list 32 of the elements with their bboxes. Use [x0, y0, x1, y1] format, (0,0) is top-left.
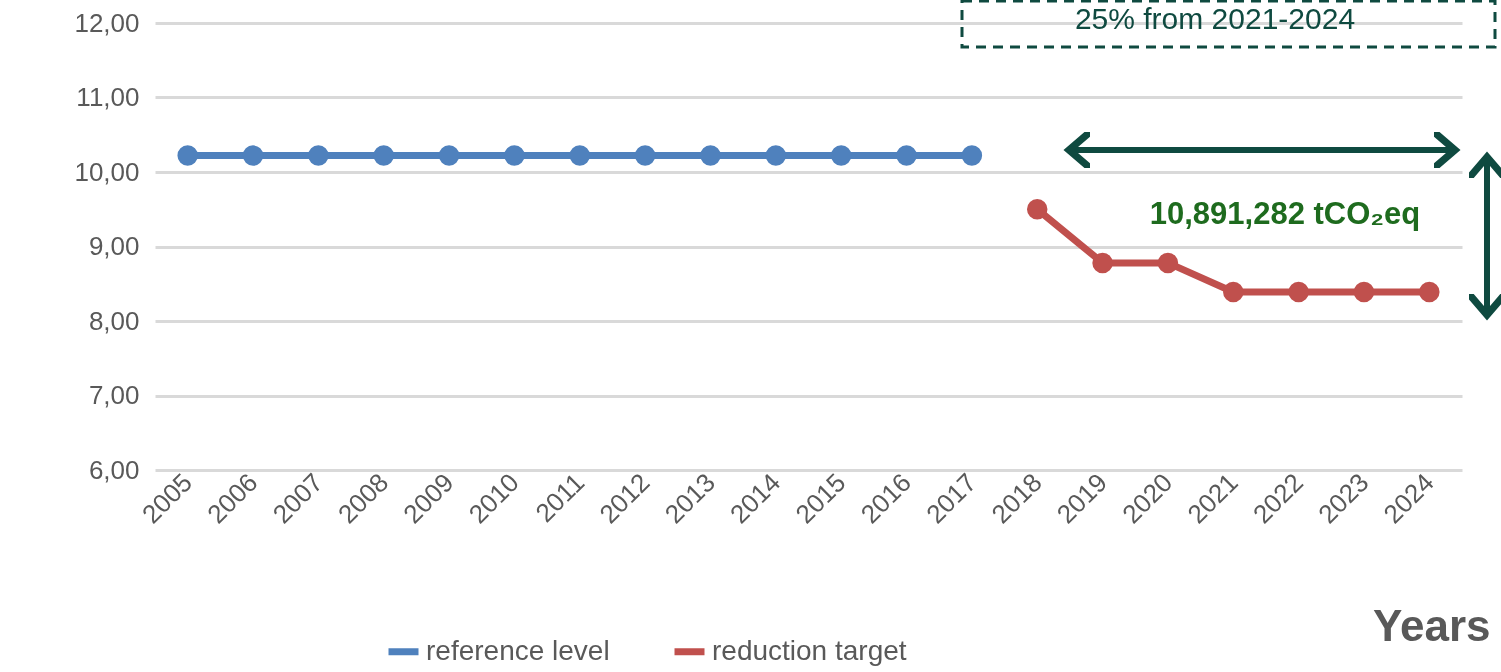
point: [896, 145, 917, 166]
y-tick-label: 9,00: [88, 231, 140, 261]
legend-label: reduction target: [712, 634, 907, 666]
y-tick-label: 11,00: [76, 82, 140, 112]
point: [373, 145, 394, 166]
x-axis-title: Years: [1373, 600, 1491, 650]
y-tick-label: 7,00: [88, 380, 140, 410]
point: [177, 145, 198, 166]
point: [765, 145, 787, 166]
point: [634, 145, 656, 166]
legend-label: reference level: [426, 634, 610, 666]
point: [1026, 199, 1048, 220]
point: [1223, 281, 1244, 303]
y-tick-label: 8,00: [88, 305, 140, 336]
y-tick-label: 6,00: [88, 454, 140, 485]
point: [1288, 281, 1309, 303]
y-tick-label: 12,00: [74, 7, 140, 38]
annotation: 25% from 2021-2024: [1074, 2, 1356, 35]
point: [700, 145, 721, 166]
y-tick-label: 10,00: [74, 156, 140, 187]
point: [830, 145, 852, 166]
point: [242, 145, 264, 166]
point: [569, 145, 591, 166]
point: [1419, 281, 1440, 303]
point: [438, 145, 460, 166]
point: [308, 145, 329, 166]
point: [961, 145, 983, 166]
point: [1353, 281, 1375, 303]
point: [504, 145, 525, 166]
annotation: 10,891,282 tCO₂eq: [1149, 196, 1421, 231]
point: [1092, 252, 1113, 274]
point: [1157, 252, 1179, 274]
